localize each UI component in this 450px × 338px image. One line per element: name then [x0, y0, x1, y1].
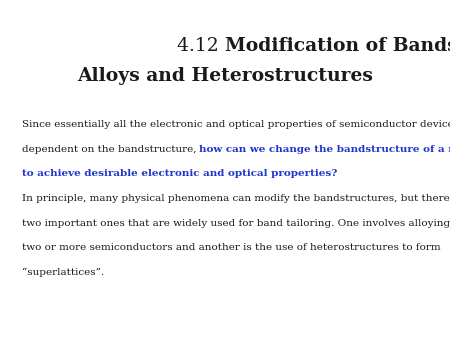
Text: Since essentially all the electronic and optical properties of semiconductor dev: Since essentially all the electronic and… — [22, 120, 450, 129]
Text: dependent on the bandstructure,: dependent on the bandstructure, — [22, 145, 199, 154]
Text: two important ones that are widely used for band tailoring. One involves alloyin: two important ones that are widely used … — [22, 219, 450, 228]
Text: “superlattices”.: “superlattices”. — [22, 268, 104, 277]
Text: 4.12: 4.12 — [177, 37, 225, 55]
Text: Alloys and Heterostructures: Alloys and Heterostructures — [77, 67, 373, 85]
Text: to achieve desirable electronic and optical properties?: to achieve desirable electronic and opti… — [22, 169, 337, 178]
Text: how can we change the bandstructure of a material: how can we change the bandstructure of a… — [199, 145, 450, 154]
Text: Modification of Bandstructure:: Modification of Bandstructure: — [225, 37, 450, 55]
Text: two or more semiconductors and another is the use of heterostructures to form: two or more semiconductors and another i… — [22, 243, 440, 252]
Text: In principle, many physical phenomena can modify the bandstructures, but there a: In principle, many physical phenomena ca… — [22, 194, 450, 203]
